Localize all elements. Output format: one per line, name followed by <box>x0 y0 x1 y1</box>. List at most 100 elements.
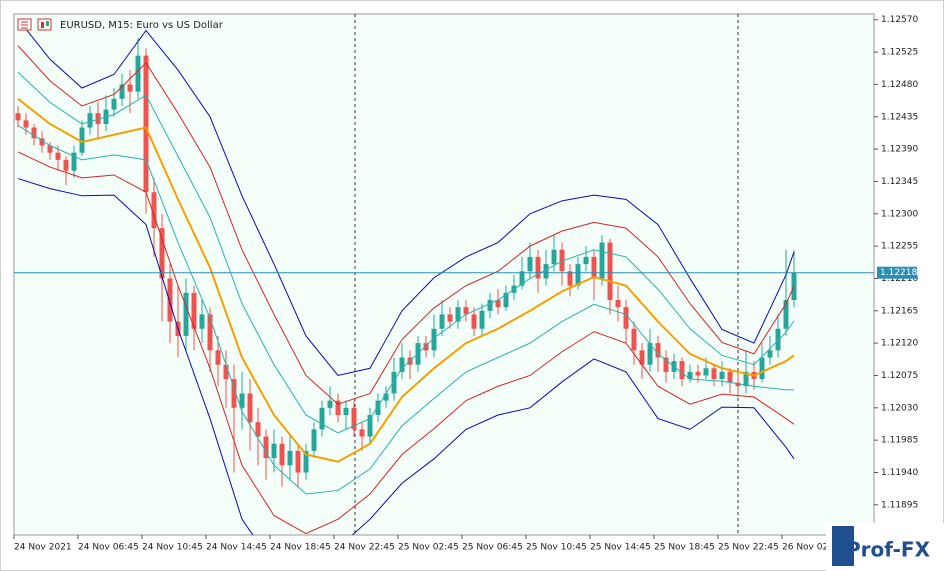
candle-body <box>143 55 149 193</box>
logo: Prof-FX <box>826 523 944 571</box>
candle-body <box>695 371 701 376</box>
x-tick-label: 24 Nov 10:45 <box>142 543 203 553</box>
candle-body <box>687 371 693 380</box>
y-tick-label: 1.12255 <box>881 242 918 252</box>
y-tick-label: 1.11895 <box>881 500 918 510</box>
x-tick-label: 24 Nov 2021 <box>14 543 72 553</box>
candle-body <box>87 113 93 128</box>
y-tick-label: 1.12030 <box>881 403 918 413</box>
candle-body <box>119 84 125 99</box>
candle-body <box>415 343 421 365</box>
y-tick-label: 1.12210 <box>881 274 918 284</box>
band-line <box>17 98 795 463</box>
candle-body <box>359 429 365 437</box>
candle-body <box>623 307 629 329</box>
y-tick-label: 1.12300 <box>881 209 918 219</box>
candle-body <box>631 328 637 351</box>
candle-body <box>455 307 461 322</box>
candle-body <box>311 429 317 451</box>
band-line <box>17 45 795 405</box>
candle-body <box>159 228 165 279</box>
x-tick-label: 24 Nov 22:45 <box>334 543 395 553</box>
candle-body <box>79 127 85 153</box>
band-line <box>17 18 795 377</box>
candle-body <box>647 343 653 365</box>
band-line <box>17 124 794 495</box>
candle-body <box>343 407 349 415</box>
candle-body <box>607 242 613 301</box>
candle-body <box>463 307 469 315</box>
candle-body <box>719 371 725 380</box>
candle-body <box>351 407 357 430</box>
candle-body <box>495 300 501 308</box>
candle-body <box>287 450 293 466</box>
candle-body <box>15 113 21 121</box>
candle-body <box>527 256 533 272</box>
y-tick-label: 1.12480 <box>881 80 918 90</box>
candle-body <box>255 422 261 437</box>
candle-body <box>655 343 661 358</box>
candle-body <box>583 256 589 265</box>
candle-body <box>135 55 141 92</box>
y-tick-label: 1.12390 <box>881 145 918 155</box>
candle-body <box>599 242 605 279</box>
candle-body <box>399 357 405 372</box>
x-tick-label: 26 Nov 02:45 <box>782 543 843 553</box>
y-tick-label: 1.11985 <box>881 436 918 446</box>
band-line <box>17 178 795 535</box>
candle-body <box>375 400 381 415</box>
icon <box>37 18 52 31</box>
band-line <box>17 71 795 434</box>
marks <box>14 18 874 535</box>
x-tick-label: 24 Nov 14:45 <box>206 543 267 553</box>
candle-body <box>431 328 437 351</box>
candle-body <box>303 450 309 473</box>
logo-text: Prof-FX <box>846 538 931 562</box>
chart-title: EURUSD, M15: Euro vs US Dollar <box>60 20 224 31</box>
candle-body <box>775 328 781 351</box>
candle-body <box>551 249 557 265</box>
candle-body <box>439 314 445 329</box>
candle-body <box>231 379 237 408</box>
candle-body <box>223 364 229 380</box>
x-tick-label: 25 Nov 18:45 <box>654 543 715 553</box>
y-tick-label: 1.12120 <box>881 339 918 349</box>
candle-body <box>239 393 245 408</box>
candle-body <box>767 350 773 358</box>
candle-body <box>47 145 53 153</box>
candle-body <box>591 256 597 279</box>
candle-body <box>295 450 301 473</box>
candle-body <box>55 152 61 160</box>
candle-body <box>535 256 541 279</box>
candle-body <box>727 371 733 383</box>
x-tick-label: 24 Nov 06:45 <box>78 543 139 553</box>
candle-body <box>263 436 269 459</box>
candle-body <box>167 278 173 322</box>
x-tick-label: 25 Nov 22:45 <box>718 543 779 553</box>
y-tick-label: 1.12075 <box>881 371 918 381</box>
candle-body <box>127 84 133 92</box>
icon <box>46 21 49 26</box>
candle-body <box>479 310 485 329</box>
candle-body <box>95 113 101 124</box>
candle-body <box>663 357 669 372</box>
candle-body <box>207 314 213 351</box>
candle-body <box>735 382 741 387</box>
candle-body <box>447 314 453 322</box>
candle-body <box>503 292 509 308</box>
candle-body <box>743 371 749 387</box>
axes: 1.12570 1.12525 1.12480 1.12435 1.12390 1.123… <box>13 15 918 553</box>
x-tick-label: 25 Nov 06:45 <box>462 543 523 553</box>
x-tick-label: 25 Nov 02:45 <box>398 543 459 553</box>
x-tick-label: 25 Nov 14:45 <box>590 543 651 553</box>
y-tick-label: 1.12435 <box>881 112 918 122</box>
candle-body <box>575 264 581 286</box>
plot-area <box>13 13 875 536</box>
candle-body <box>31 127 37 139</box>
candle-body <box>679 361 685 380</box>
candle-body <box>151 192 157 229</box>
candle-body <box>367 414 373 437</box>
candle-body <box>711 368 717 380</box>
